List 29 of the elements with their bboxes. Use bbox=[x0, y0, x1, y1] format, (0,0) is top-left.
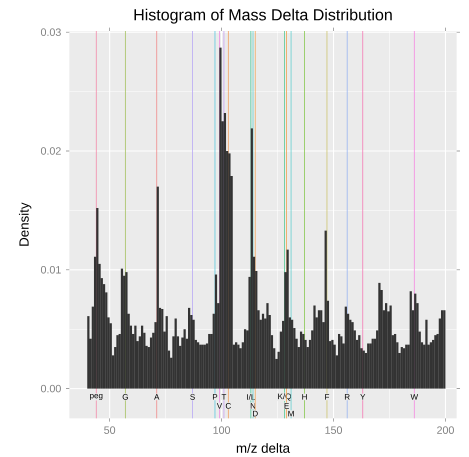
ref-line-label: A bbox=[154, 394, 160, 400]
ref-line-label: H bbox=[302, 394, 307, 400]
ref-line-label: Y bbox=[360, 394, 366, 400]
ref-line-label: N bbox=[250, 403, 256, 409]
ref-line-label: T bbox=[222, 394, 226, 400]
ref-line-label: peg bbox=[90, 394, 102, 400]
ref-line-label: D bbox=[252, 410, 258, 416]
ref-line-label: F bbox=[325, 394, 330, 400]
x-tick-label: 50 bbox=[104, 426, 116, 434]
ref-line-label: W bbox=[410, 394, 418, 400]
chart-title: Histogram of Mass Delta Distribution bbox=[134, 8, 392, 24]
y-axis-title: Density bbox=[18, 202, 32, 246]
ref-line-label: C bbox=[226, 403, 231, 409]
x-tick-label: 200 bbox=[437, 426, 454, 434]
ref-line-label: G bbox=[122, 394, 128, 400]
x-axis-title: m/z delta bbox=[236, 443, 290, 453]
y-tick-label: 0.02 bbox=[40, 147, 61, 155]
ref-line-label: S bbox=[190, 394, 195, 400]
y-tick-label: 0.00 bbox=[40, 384, 61, 392]
y-tick-label: 0.01 bbox=[40, 266, 61, 274]
x-tick-label: 150 bbox=[325, 426, 342, 434]
ref-line-label: R bbox=[344, 394, 350, 400]
x-tick-label: 100 bbox=[213, 426, 230, 434]
ref-line-label: M bbox=[288, 410, 294, 416]
ref-line-label: V bbox=[216, 403, 222, 409]
ref-line-label: I/L bbox=[247, 394, 256, 400]
ref-line-label: P bbox=[212, 394, 218, 400]
ref-line-label: E bbox=[284, 403, 289, 409]
y-tick-label: 0.03 bbox=[40, 28, 61, 36]
